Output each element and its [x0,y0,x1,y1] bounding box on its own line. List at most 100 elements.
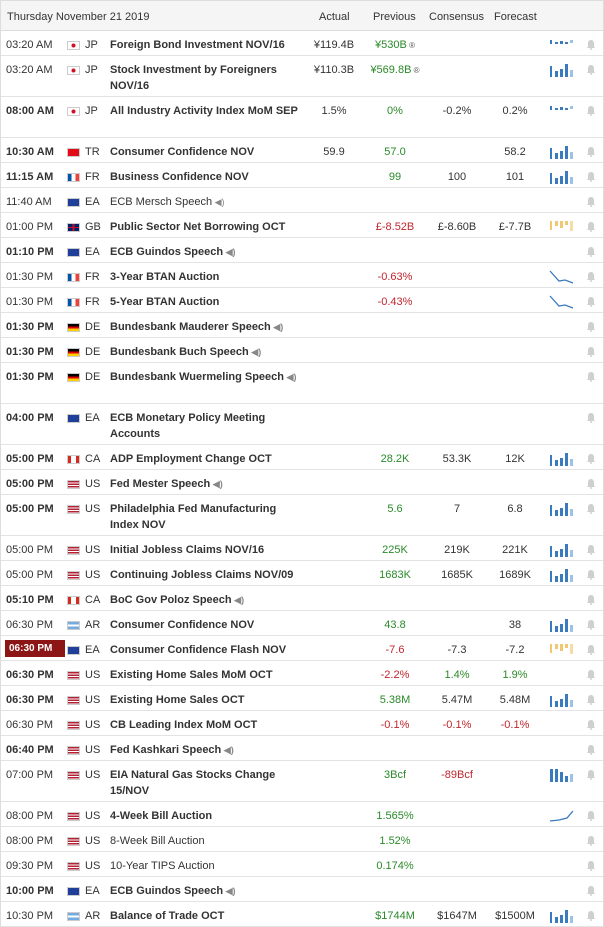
event-name-link[interactable]: Fed Kashkari Speech ◀) [110,742,306,758]
bell-alert-icon[interactable] [586,810,596,821]
mini-chart-icon[interactable] [549,295,575,309]
bell-alert-icon[interactable] [586,744,596,755]
header-previous[interactable]: Previous [373,11,416,23]
bell-alert-icon[interactable] [586,644,596,655]
bell-alert-icon[interactable] [586,594,596,605]
bell-alert-icon[interactable] [586,146,596,157]
mini-chart-icon[interactable] [549,568,575,582]
table-row[interactable]: 11:15 AM FR Business Confidence NOV 99 100 10… [1,163,603,188]
header-actual[interactable]: Actual [319,11,350,23]
bell-alert-icon[interactable] [586,478,596,489]
table-row[interactable]: 05:00 PM US Philadelphia Fed Manufacturing… [1,495,603,536]
mini-chart-icon[interactable] [549,145,575,159]
table-row[interactable]: 05:10 PM CA BoC Gov Poloz Speech ◀) [1,586,603,611]
event-name-link[interactable]: Consumer Confidence NOV [110,617,306,633]
event-name-link[interactable]: 5-Year BTAN Auction [110,294,306,310]
event-name-link[interactable]: Bundesbank Mauderer Speech ◀) [110,319,306,335]
table-row[interactable]: 01:10 PM EA ECB Guindos Speech ◀) [1,238,603,263]
event-name-link[interactable]: 8-Week Bill Auction [110,833,306,849]
event-name-link[interactable]: BoC Gov Poloz Speech ◀) [110,592,306,608]
mini-chart-icon[interactable] [549,693,575,707]
bell-alert-icon[interactable] [586,769,596,780]
bell-alert-icon[interactable] [586,669,596,680]
event-name-link[interactable]: Bundesbank Buch Speech ◀) [110,344,306,360]
event-name-link[interactable]: Initial Jobless Claims NOV/16 [110,542,306,558]
event-name-link[interactable]: CB Leading Index MoM OCT [110,717,306,733]
mini-chart-icon[interactable] [549,643,575,657]
bell-alert-icon[interactable] [586,221,596,232]
table-row[interactable]: 08:00 PM US 8-Week Bill Auction 1.52% [1,827,603,852]
event-name-link[interactable]: Philadelphia Fed Manufacturing Index NOV [110,501,306,533]
mini-chart-icon[interactable] [549,220,575,234]
bell-alert-icon[interactable] [586,885,596,896]
table-row[interactable]: 06:40 PM US Fed Kashkari Speech ◀) [1,736,603,761]
table-row[interactable]: 05:00 PM US Continuing Jobless Claims NOV/… [1,561,603,586]
table-row[interactable]: 03:20 AM JP Foreign Bond Investment NOV/16… [1,31,603,56]
event-name-link[interactable]: Consumer Confidence Flash NOV [110,642,306,658]
event-name-link[interactable]: ECB Mersch Speech ◀) [110,194,306,210]
event-name-link[interactable]: Fed Mester Speech ◀) [110,476,306,492]
table-row[interactable]: 01:30 PM FR 5-Year BTAN Auction -0.43% [1,288,603,313]
bell-alert-icon[interactable] [586,271,596,282]
mini-chart-icon[interactable] [549,809,575,823]
table-row[interactable]: 06:30 PM AR Consumer Confidence NOV 43.8 38 [1,611,603,636]
table-row[interactable]: 01:30 PM FR 3-Year BTAN Auction -0.63% [1,263,603,288]
mini-chart-icon[interactable] [549,909,575,923]
header-forecast[interactable]: Forecast [494,11,537,23]
table-row[interactable]: 05:00 PM CA ADP Employment Change OCT 28.2K… [1,445,603,470]
mini-chart-icon[interactable] [549,270,575,284]
table-row[interactable]: 10:30 PM AR Balance of Trade OCT $1744M $164… [1,902,603,927]
mini-chart-icon[interactable] [549,104,575,118]
event-name-link[interactable]: All Industry Activity Index MoM SEP [110,103,306,119]
table-row[interactable]: 10:30 AM TR Consumer Confidence NOV 59.9 57.… [1,138,603,163]
table-row[interactable]: 06:30 PM US Existing Home Sales OCT 5.38M 5.… [1,686,603,711]
bell-alert-icon[interactable] [586,39,596,50]
mini-chart-icon[interactable] [549,502,575,516]
event-name-link[interactable]: ECB Guindos Speech ◀) [110,244,306,260]
table-row[interactable]: 01:00 PM GB Public Sector Net Borrowing OC… [1,213,603,238]
event-name-link[interactable]: ECB Guindos Speech ◀) [110,883,306,899]
event-name-link[interactable]: Continuing Jobless Claims NOV/09 [110,567,306,583]
event-name-link[interactable]: 10-Year TIPS Auction [110,858,306,874]
bell-alert-icon[interactable] [586,64,596,75]
bell-alert-icon[interactable] [586,321,596,332]
table-row[interactable]: 03:20 AM JP Stock Investment by Foreigners… [1,56,603,97]
table-row[interactable]: 08:00 AM JP All Industry Activity Index Mo… [1,97,603,138]
event-name-link[interactable]: Existing Home Sales OCT [110,692,306,708]
mini-chart-icon[interactable] [549,543,575,557]
bell-alert-icon[interactable] [586,910,596,921]
mini-chart-icon[interactable] [549,38,575,52]
mini-chart-icon[interactable] [549,170,575,184]
table-row[interactable]: 01:30 PM DE Bundesbank Mauderer Speech ◀) [1,313,603,338]
table-row[interactable]: 01:30 PM DE Bundesbank Buch Speech ◀) [1,338,603,363]
bell-alert-icon[interactable] [586,171,596,182]
event-name-link[interactable]: Consumer Confidence NOV [110,144,306,160]
bell-alert-icon[interactable] [586,196,596,207]
mini-chart-icon[interactable] [549,63,575,77]
table-row[interactable]: 04:00 PM EA ECB Monetary Policy Meeting Ac… [1,404,603,445]
mini-chart-icon[interactable] [549,768,575,782]
table-row[interactable]: 09:30 PM US 10-Year TIPS Auction 0.174% [1,852,603,877]
event-name-link[interactable]: Existing Home Sales MoM OCT [110,667,306,683]
table-row[interactable]: 01:30 PM DE Bundesbank Wuermeling Speech ◀… [1,363,603,404]
event-name-link[interactable]: Public Sector Net Borrowing OCT [110,219,306,235]
event-name-link[interactable]: Stock Investment by Foreigners NOV/16 [110,62,306,94]
event-name-link[interactable]: Foreign Bond Investment NOV/16 [110,37,306,53]
table-row[interactable]: 06:30 PM US CB Leading Index MoM OCT -0.1% -… [1,711,603,736]
table-row[interactable]: 05:00 PM US Initial Jobless Claims NOV/16 2… [1,536,603,561]
bell-alert-icon[interactable] [586,503,596,514]
bell-alert-icon[interactable] [586,694,596,705]
event-name-link[interactable]: 4-Week Bill Auction [110,808,306,824]
event-name-link[interactable]: Bundesbank Wuermeling Speech ◀) [110,369,306,385]
bell-alert-icon[interactable] [586,860,596,871]
bell-alert-icon[interactable] [586,346,596,357]
table-row[interactable]: 08:00 PM US 4-Week Bill Auction 1.565% [1,802,603,827]
bell-alert-icon[interactable] [586,412,596,423]
table-row[interactable]: 05:00 PM US Fed Mester Speech ◀) [1,470,603,495]
event-name-link[interactable]: Balance of Trade OCT [110,908,306,924]
bell-alert-icon[interactable] [586,246,596,257]
bell-alert-icon[interactable] [586,619,596,630]
bell-alert-icon[interactable] [586,453,596,464]
table-row[interactable]: 07:00 PM US EIA Natural Gas Stocks Change … [1,761,603,802]
bell-alert-icon[interactable] [586,544,596,555]
